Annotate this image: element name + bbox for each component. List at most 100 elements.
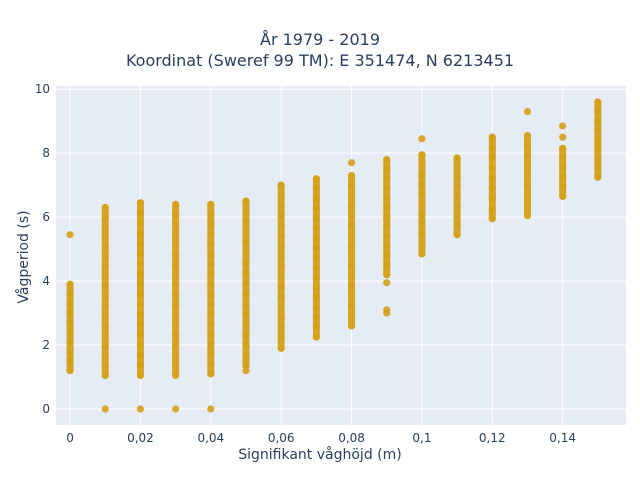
data-point: [136, 310, 145, 319]
chart-title-line-1: År 1979 - 2019: [260, 30, 380, 49]
data-point: [207, 200, 215, 208]
data-point: [277, 344, 285, 352]
data-point: [172, 240, 180, 249]
data-point: [418, 230, 426, 238]
data-point: [136, 199, 145, 207]
data-point: [559, 144, 567, 152]
data-point: [488, 153, 496, 162]
data-point: [172, 351, 180, 359]
data-point: [172, 281, 180, 289]
data-point: [172, 210, 180, 218]
data-point: [277, 334, 285, 342]
data-point: [383, 261, 391, 269]
data-point: [207, 330, 215, 338]
data-point: [347, 191, 356, 200]
data-point: [559, 154, 567, 162]
data-point: [136, 270, 145, 278]
data-point: [101, 203, 109, 212]
data-point: [594, 126, 602, 134]
data-point: [101, 243, 109, 251]
data-point: [312, 194, 320, 203]
data-point: [347, 212, 356, 220]
data-point: [207, 405, 215, 413]
data-point: [66, 357, 74, 365]
data-point: [594, 107, 602, 115]
data-point: [312, 224, 320, 232]
data-point: [207, 260, 215, 268]
data-point: [242, 279, 250, 288]
data-point: [277, 252, 285, 261]
data-point: [594, 154, 602, 162]
y-tick-label: 6: [42, 210, 50, 224]
data-point: [66, 231, 74, 239]
data-point: [242, 238, 250, 246]
data-point: [418, 220, 426, 228]
data-point: [347, 262, 356, 270]
data-point: [136, 341, 145, 349]
data-point: [101, 361, 109, 370]
data-point: [453, 221, 461, 229]
data-point: [101, 292, 109, 301]
data-point: [207, 250, 215, 258]
data-point: [277, 222, 285, 230]
data-point: [207, 220, 215, 228]
y-tick-label: 0: [42, 402, 50, 416]
data-point: [172, 361, 180, 369]
data-point: [277, 303, 285, 312]
data-point: [418, 170, 426, 179]
data-point: [136, 280, 145, 288]
y-axis-title: Vågperiod (s): [16, 210, 32, 304]
data-point: [136, 209, 145, 217]
data-point: [172, 331, 180, 339]
data-point: [242, 269, 250, 277]
data-point: [523, 181, 532, 190]
data-point: [277, 232, 285, 240]
x-tick-label: 0,06: [268, 431, 295, 445]
data-point: [312, 214, 320, 222]
data-point: [383, 155, 391, 164]
data-point: [136, 239, 145, 247]
data-point: [453, 173, 461, 181]
data-point: [172, 301, 180, 309]
y-tick-label: 10: [35, 82, 50, 96]
x-tick-label: 0: [66, 431, 74, 445]
data-point: [383, 213, 391, 221]
data-point: [488, 204, 496, 213]
data-point: [559, 192, 567, 200]
data-point: [242, 259, 250, 267]
data-point: [453, 231, 461, 239]
data-point: [418, 135, 426, 143]
data-point: [207, 370, 215, 378]
data-point: [136, 405, 145, 413]
data-point: [312, 234, 320, 242]
data-point: [172, 311, 180, 319]
data-point: [523, 151, 532, 160]
data-point: [594, 117, 602, 125]
data-point: [383, 271, 391, 279]
data-point: [172, 220, 180, 229]
x-tick-label: 0,1: [412, 431, 431, 445]
data-point: [523, 161, 532, 170]
data-point: [347, 272, 356, 280]
data-point: [101, 371, 109, 380]
data-point: [207, 270, 215, 278]
data-point: [347, 312, 356, 320]
data-point: [488, 143, 496, 151]
data-point: [383, 175, 391, 183]
data-point: [242, 341, 250, 349]
data-point: [418, 210, 426, 218]
data-point: [594, 98, 602, 106]
data-point: [312, 185, 320, 193]
data-point: [101, 405, 109, 413]
data-point: [136, 249, 145, 258]
data-point: [101, 213, 109, 222]
data-point: [101, 253, 109, 261]
data-point: [101, 273, 109, 281]
x-tick-label: 0,12: [479, 431, 506, 445]
data-point: [383, 251, 391, 260]
data-point: [136, 290, 145, 298]
data-point: [418, 240, 426, 248]
data-point: [383, 306, 391, 314]
data-point: [523, 201, 532, 210]
data-point: [277, 283, 285, 291]
